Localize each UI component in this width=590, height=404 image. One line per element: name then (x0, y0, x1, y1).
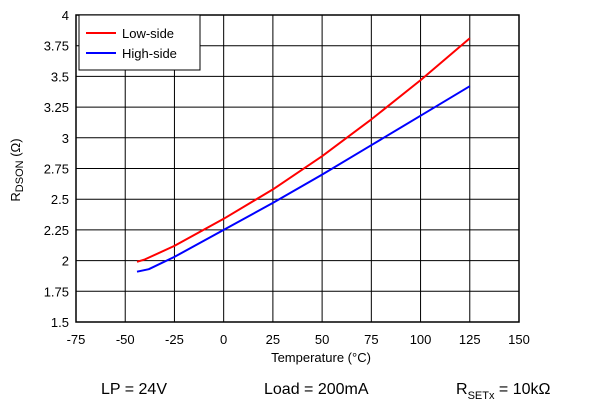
x-tick-label: -25 (165, 332, 184, 347)
x-tick-label: 75 (364, 332, 378, 347)
x-tick-label: 150 (508, 332, 530, 347)
y-tick-labels: 1.5 1.75 2 2.25 2.5 2.75 3 3.25 3.5 3.75 4 (44, 8, 69, 330)
series-lines (136, 37, 471, 273)
plot-frame (75, 14, 520, 323)
x-tick-label: 100 (410, 332, 432, 347)
legend-label-high-side: High-side (122, 46, 177, 61)
y-axis-label: RDSON (Ω) (8, 138, 26, 201)
condition-lp: LP = 24V (101, 381, 167, 398)
y-tick-label: 2.5 (51, 192, 69, 207)
y-tick-label: 3 (62, 131, 69, 146)
x-tick-label: 25 (266, 332, 280, 347)
x-tick-labels: -75 -50 -25 0 25 50 75 100 125 150 (67, 332, 530, 347)
y-tick-label: 3.25 (44, 100, 69, 115)
y-tick-label: 1.75 (44, 284, 69, 299)
x-axis-label: Temperature (°C) (271, 350, 371, 365)
x-tick-label: -75 (67, 332, 86, 347)
y-tick-label: 3.75 (44, 39, 69, 54)
series-line-low-side (136, 37, 471, 263)
legend-box (78, 14, 201, 71)
x-tick-label: 50 (315, 332, 329, 347)
legend-label-low-side: Low-side (122, 26, 174, 41)
y-tick-label: 2.75 (44, 162, 69, 177)
legend: Low-side High-side (78, 14, 201, 71)
y-tick-label: 2 (62, 254, 69, 269)
y-tick-label: 3.5 (51, 69, 69, 84)
condition-rset: RSETx = 10kΩ (456, 381, 551, 402)
y-tick-label: 1.5 (51, 315, 69, 330)
grid-lines (76, 15, 519, 322)
x-tick-label: -50 (116, 332, 135, 347)
condition-load: Load = 200mA (264, 381, 369, 398)
x-tick-label: 0 (220, 332, 227, 347)
x-tick-label: 125 (459, 332, 481, 347)
y-tick-label: 4 (62, 8, 69, 23)
series-line-high-side (136, 85, 471, 273)
y-tick-label: 2.25 (44, 223, 69, 238)
